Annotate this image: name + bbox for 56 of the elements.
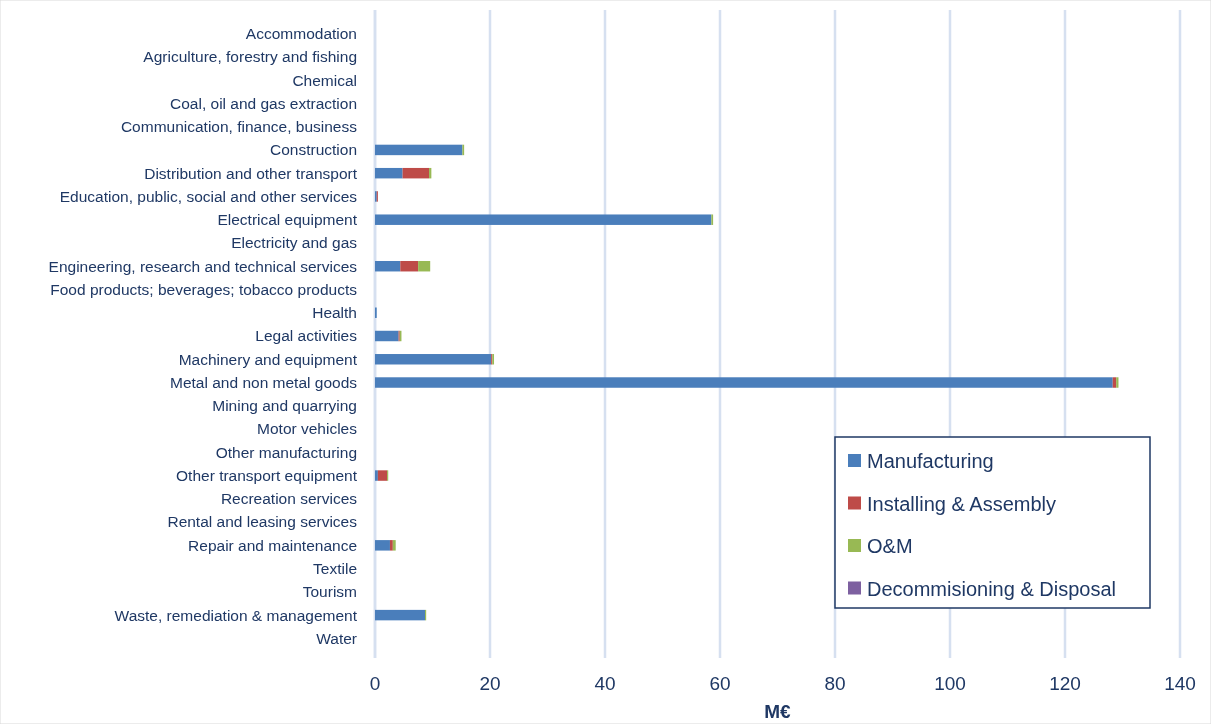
bar bbox=[375, 609, 426, 621]
y-tick-label: Rental and leasing services bbox=[167, 513, 358, 531]
bar bbox=[400, 260, 419, 272]
y-tick-label: Machinery and equipment bbox=[178, 350, 358, 368]
y-tick-label: Other transport equipment bbox=[176, 466, 358, 484]
y-tick-label: Health bbox=[312, 304, 357, 322]
bar bbox=[1116, 377, 1119, 388]
y-tick-label: Distribution and other transport bbox=[144, 164, 358, 182]
y-tick-label: Tourism bbox=[302, 583, 357, 601]
bar bbox=[418, 260, 431, 272]
x-tick-label: 140 bbox=[1164, 673, 1196, 694]
bar bbox=[375, 470, 378, 481]
bar bbox=[375, 144, 463, 156]
x-tick-label: 100 bbox=[934, 673, 966, 694]
y-tick-label: Chemical bbox=[292, 71, 357, 89]
y-tick-label: Metal and non metal goods bbox=[170, 373, 358, 391]
legend-label: Decommisioning & Disposal bbox=[867, 577, 1116, 600]
y-tick-label: Motor vehicles bbox=[257, 420, 358, 438]
x-tick-label: 20 bbox=[479, 673, 501, 694]
x-tick-label: 120 bbox=[1049, 673, 1081, 694]
y-tick-label: Textile bbox=[313, 560, 357, 578]
bar bbox=[1112, 377, 1117, 388]
bar bbox=[375, 260, 401, 272]
x-tick-label: 0 bbox=[369, 673, 381, 694]
legend-label: Manufacturing bbox=[867, 450, 994, 472]
y-tick-label: Mining and quarrying bbox=[212, 397, 357, 415]
y-tick-label: Engineering, research and technical services bbox=[48, 257, 358, 275]
bar bbox=[402, 167, 430, 179]
bar bbox=[375, 214, 712, 225]
y-tick-label: Communication, finance, business bbox=[120, 118, 358, 136]
bar bbox=[375, 330, 399, 342]
bar bbox=[375, 540, 390, 551]
y-tick-label: Accommodation bbox=[245, 25, 357, 43]
y-tick-label: Other manufacturing bbox=[215, 443, 357, 461]
y-tick-label: Repair and maintenance bbox=[188, 536, 357, 554]
bar bbox=[375, 377, 1113, 388]
y-tick-label: Food products; beverages; tobacco products bbox=[50, 280, 358, 298]
y-tick-label: Agriculture, forestry and fishing bbox=[143, 48, 357, 66]
x-tick-label: 80 bbox=[824, 673, 846, 694]
y-tick-label: Electricity and gas bbox=[231, 234, 358, 252]
x-tick-label: 40 bbox=[594, 673, 616, 694]
y-tick-label: Coal, oil and gas extraction bbox=[170, 94, 357, 112]
y-tick-label: Education, public, social and other services bbox=[59, 187, 358, 205]
y-tick-label: Construction bbox=[269, 141, 357, 159]
bar bbox=[377, 470, 388, 481]
y-tick-label: Water bbox=[316, 629, 357, 647]
bar bbox=[375, 354, 492, 365]
legend-label: Installing & Assembly bbox=[867, 492, 1056, 515]
bar bbox=[375, 167, 403, 179]
y-tick-label: Electrical equipment bbox=[217, 211, 358, 229]
x-tick-label: 60 bbox=[709, 673, 731, 694]
y-tick-label: Legal activities bbox=[255, 327, 358, 345]
y-tick-label: Recreation services bbox=[220, 490, 358, 508]
y-tick-label: Waste, remediation & management bbox=[114, 606, 358, 624]
legend-label: O&M bbox=[867, 535, 913, 557]
x-axis-title: M€ bbox=[764, 701, 792, 722]
